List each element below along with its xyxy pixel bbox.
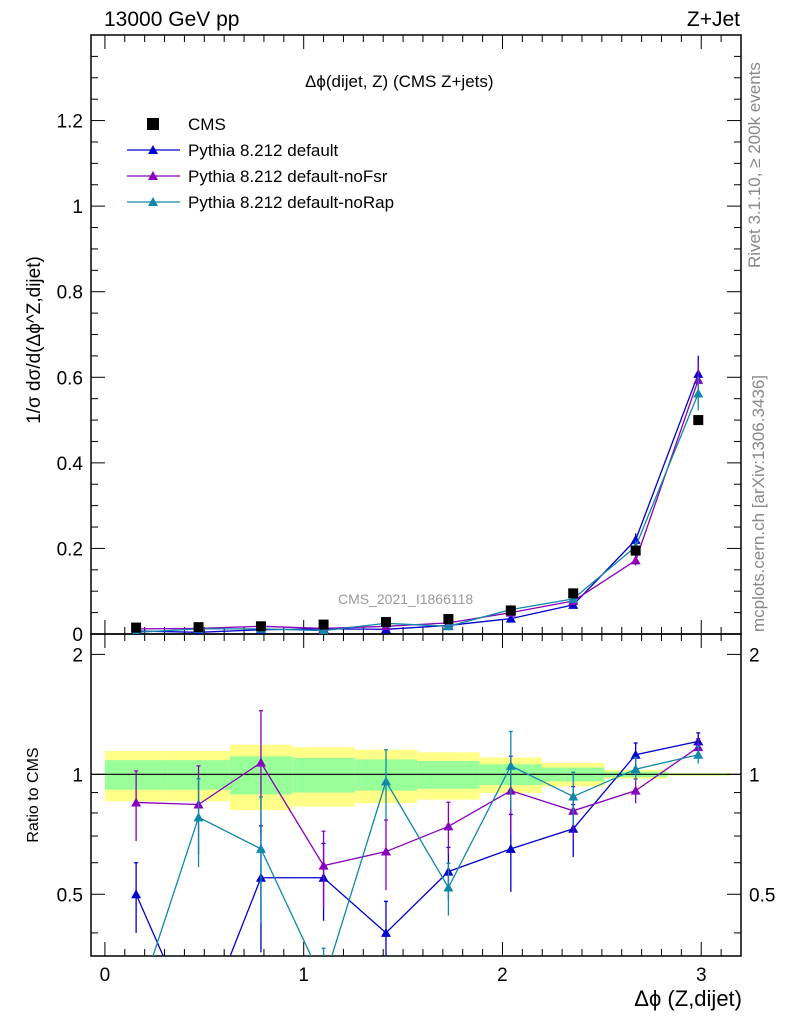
ratio-tick-label: 1 <box>72 765 83 786</box>
ratio-point <box>630 749 641 759</box>
y-tick-label: 0.4 <box>57 454 84 475</box>
ratio-point <box>568 791 579 801</box>
ratio-tick-label-right: 2 <box>749 645 760 666</box>
header-right: Z+Jet <box>686 8 740 31</box>
legend-marker-cms <box>147 118 159 130</box>
data-point <box>568 588 579 599</box>
legend-marker <box>148 197 158 206</box>
x-tick-label: 2 <box>497 965 508 986</box>
ratio-tick-label: 2 <box>72 645 83 666</box>
ratio-point <box>443 882 454 892</box>
ratio-line <box>136 746 699 867</box>
chart-title: Δϕ(dijet, Z) (CMS Z+jets) <box>305 72 494 91</box>
series-point <box>693 388 704 398</box>
y-tick-label: 0.2 <box>57 539 83 560</box>
watermark: CMS_2021_I1866118 <box>338 591 474 607</box>
data-point <box>505 605 516 616</box>
series-line <box>136 393 699 633</box>
ratio-line <box>135 740 699 956</box>
ratio-tick-label-right: 1 <box>749 765 760 786</box>
series-point <box>630 555 641 565</box>
ratio-tick-label-right: 0.5 <box>749 885 775 906</box>
ratio-point <box>131 889 142 899</box>
ratio-line <box>152 754 699 956</box>
ratio-point <box>255 757 266 767</box>
data-point <box>443 614 454 625</box>
ratio-axis-label: Ratio to CMS <box>25 747 42 842</box>
legend-marker <box>148 145 158 154</box>
rivet-label: Rivet 3.1.10, ≥ 200k events <box>745 62 764 268</box>
series-point <box>505 613 516 623</box>
ratio-frame <box>90 633 742 957</box>
legend-label: Pythia 8.212 default-noFsr <box>188 167 388 186</box>
ratio-series <box>131 710 704 1011</box>
stat-band <box>292 757 355 793</box>
top-series <box>131 355 704 634</box>
data-point <box>630 545 641 556</box>
x-tick-label: 1 <box>298 965 309 986</box>
ratio-point <box>380 927 391 937</box>
x-tick-label: 0 <box>100 965 111 986</box>
header-left: 13000 GeV pp <box>104 8 240 31</box>
ratio-point <box>630 785 641 795</box>
ratio-point <box>193 812 204 822</box>
data-point <box>131 622 142 633</box>
x-tick-label: 3 <box>696 965 707 986</box>
ratio-point <box>318 860 329 870</box>
series-point <box>318 625 329 634</box>
y-tick-label: 0 <box>72 625 83 646</box>
ratio-point <box>131 797 142 807</box>
y-tick-label: 0.8 <box>57 283 83 304</box>
ratio-point <box>319 978 329 987</box>
ratio-point <box>255 843 266 853</box>
ratio-point <box>693 749 704 759</box>
legend-label: Pythia 8.212 default-noRap <box>188 193 394 212</box>
ratio-point <box>505 760 516 770</box>
ratio-point <box>630 764 641 774</box>
series-point <box>568 593 579 603</box>
data-point <box>193 622 204 633</box>
legend-marker <box>148 171 158 180</box>
series-point <box>443 621 454 631</box>
x-axis-label: Δϕ (Z,dijet) <box>634 986 742 1011</box>
y-tick-label: 0.6 <box>57 368 83 389</box>
y-axis-label: 1/σ dσ/d(Δϕ^Z,dijet) <box>24 256 45 424</box>
ratio-point <box>505 843 516 853</box>
ratio-point <box>380 846 391 856</box>
y-tick-label: 1.2 <box>57 112 83 133</box>
legend-label: Pythia 8.212 default <box>188 141 339 160</box>
data-point <box>318 619 329 630</box>
data-point <box>693 415 704 426</box>
mcplots-label: mcplots.cern.ch [arXiv:1306.3436] <box>749 374 768 632</box>
ratio-tick-label: 0.5 <box>57 885 83 906</box>
ratio-point <box>380 776 391 786</box>
legend-label-cms: CMS <box>188 115 226 134</box>
ratio-point <box>443 821 454 831</box>
data-point <box>380 617 391 628</box>
y-tick-label: 1 <box>72 197 83 218</box>
ratio-point <box>131 1002 141 1011</box>
data-point <box>255 621 266 632</box>
